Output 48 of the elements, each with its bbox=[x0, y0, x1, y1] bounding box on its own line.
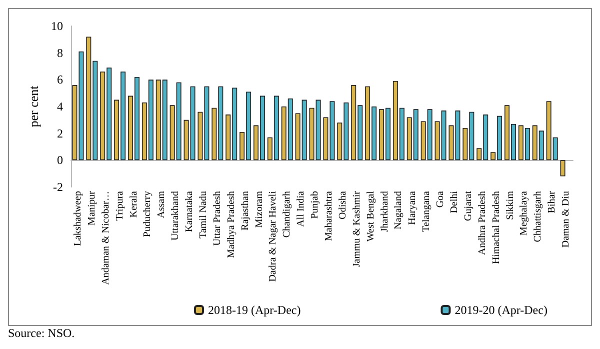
x-tick-label: Gujarat bbox=[462, 190, 474, 221]
x-tick-label: Odisha bbox=[337, 190, 348, 220]
x-tick-label: Manipur bbox=[86, 190, 98, 226]
y-tick-label: 6 bbox=[57, 72, 63, 87]
x-tick-label: Himachal Pradesh bbox=[490, 191, 502, 264]
x-tick-label: Puducherry bbox=[142, 191, 154, 238]
y-tick-label: 2 bbox=[57, 126, 63, 140]
x-tick-label: Uttar Pradesh bbox=[212, 191, 223, 246]
x-tick-label: Rajasthan bbox=[240, 191, 251, 230]
x-tick-label: Karnataka bbox=[184, 190, 196, 232]
x-tick-label: Maharashtra bbox=[323, 190, 334, 241]
x-tick-label: Goa bbox=[435, 190, 446, 208]
x-tick-label: Meghalaya bbox=[518, 190, 530, 236]
x-tick-label: Andhra Pradesh bbox=[476, 191, 488, 256]
x-tick-label: All India bbox=[296, 190, 307, 227]
x-tick-label: Nagaland bbox=[393, 191, 404, 230]
x-tick-label: Chhattisgarh bbox=[532, 191, 544, 242]
y-axis-title: per cent bbox=[26, 85, 42, 128]
x-tick-label: Kerala bbox=[128, 190, 140, 218]
x-tick-label: Bihar bbox=[546, 190, 558, 214]
x-tick-label: Jharkhand bbox=[379, 191, 390, 232]
y-tick-label: 4 bbox=[57, 100, 63, 114]
y-tick-label: 10 bbox=[51, 19, 63, 33]
y-tick-label: -2 bbox=[53, 180, 63, 194]
x-tick-label: Mizoram bbox=[254, 190, 265, 228]
x-tick-label: Chandigarh bbox=[282, 191, 293, 238]
x-tick-label: Telangana bbox=[421, 190, 432, 232]
x-tick-label: Haryana bbox=[407, 190, 418, 225]
legend-label: 2019-20 (Apr-Dec) bbox=[454, 303, 548, 317]
y-tick-label: 8 bbox=[57, 46, 63, 60]
x-tick-label: Jammu & Kashmir bbox=[351, 190, 362, 268]
x-tick-label: Andaman & Nicobar… bbox=[100, 191, 112, 285]
y-tick-label: 0 bbox=[57, 153, 63, 168]
x-tick-label: Tamil Nadu bbox=[198, 191, 209, 238]
x-tick-label: Daman & Diu bbox=[560, 191, 572, 248]
bar bbox=[560, 160, 566, 176]
x-tick-label: Lakshadweep bbox=[72, 191, 84, 246]
x-tick-label: West Bengal bbox=[365, 190, 376, 242]
x-tick-label: Dadra & Nagar Haveli bbox=[268, 190, 279, 282]
x-tick-label: Delhi bbox=[448, 190, 460, 214]
x-tick-label: Uttarakhand bbox=[170, 191, 182, 240]
x-tick-label: Tripura bbox=[114, 190, 126, 221]
x-tick-label: Assam bbox=[156, 190, 168, 218]
x-tick-label: Madhya Pradesh bbox=[226, 191, 237, 258]
x-tick-label: Sikkim bbox=[504, 190, 516, 220]
legend-label: 2018-19 (Apr-Dec) bbox=[208, 303, 301, 317]
x-tick-label: Punjab bbox=[310, 191, 321, 219]
source-note: Source: NSO. bbox=[8, 326, 76, 341]
